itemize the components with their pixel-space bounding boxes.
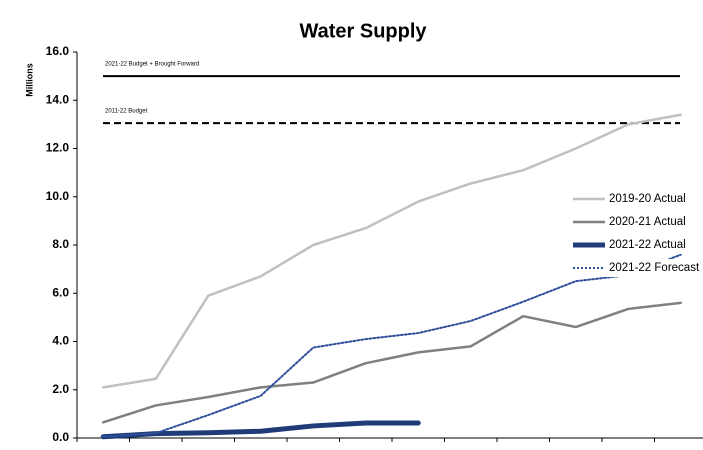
y-tick-label: 14.0 bbox=[46, 92, 70, 106]
y-tick-label: 10.0 bbox=[46, 189, 70, 203]
reference-label: 2021-22 Budget + Brought Forward bbox=[105, 62, 199, 68]
series-line bbox=[102, 113, 682, 389]
y-tick-label: 8.0 bbox=[52, 237, 69, 251]
legend-bg bbox=[568, 236, 703, 254]
legend-label: 2019-20 Actual bbox=[609, 193, 686, 205]
legend-label: 2020-21 Actual bbox=[609, 216, 686, 228]
y-tick-label: 6.0 bbox=[52, 285, 69, 299]
y-tick-label: 16.0 bbox=[46, 44, 70, 58]
legend-bg bbox=[568, 190, 703, 208]
legend-label: 2021-22 Forecast bbox=[609, 262, 700, 274]
chart-title: Water Supply bbox=[299, 20, 427, 42]
series-line bbox=[100, 420, 421, 440]
series-line bbox=[102, 301, 682, 424]
series-line bbox=[102, 253, 682, 438]
y-tick-label: 12.0 bbox=[46, 141, 70, 155]
y-tick-label: 2.0 bbox=[52, 382, 69, 396]
legend-label: 2021-22 Actual bbox=[609, 239, 686, 251]
y-tick-label: 4.0 bbox=[52, 334, 69, 348]
reference-label: 2011-22 Budget bbox=[105, 109, 148, 115]
y-tick-label: 0.0 bbox=[52, 430, 69, 444]
y-axis-label: Millions bbox=[24, 63, 34, 97]
legend-bg bbox=[568, 259, 703, 277]
legend-bg bbox=[568, 213, 703, 231]
